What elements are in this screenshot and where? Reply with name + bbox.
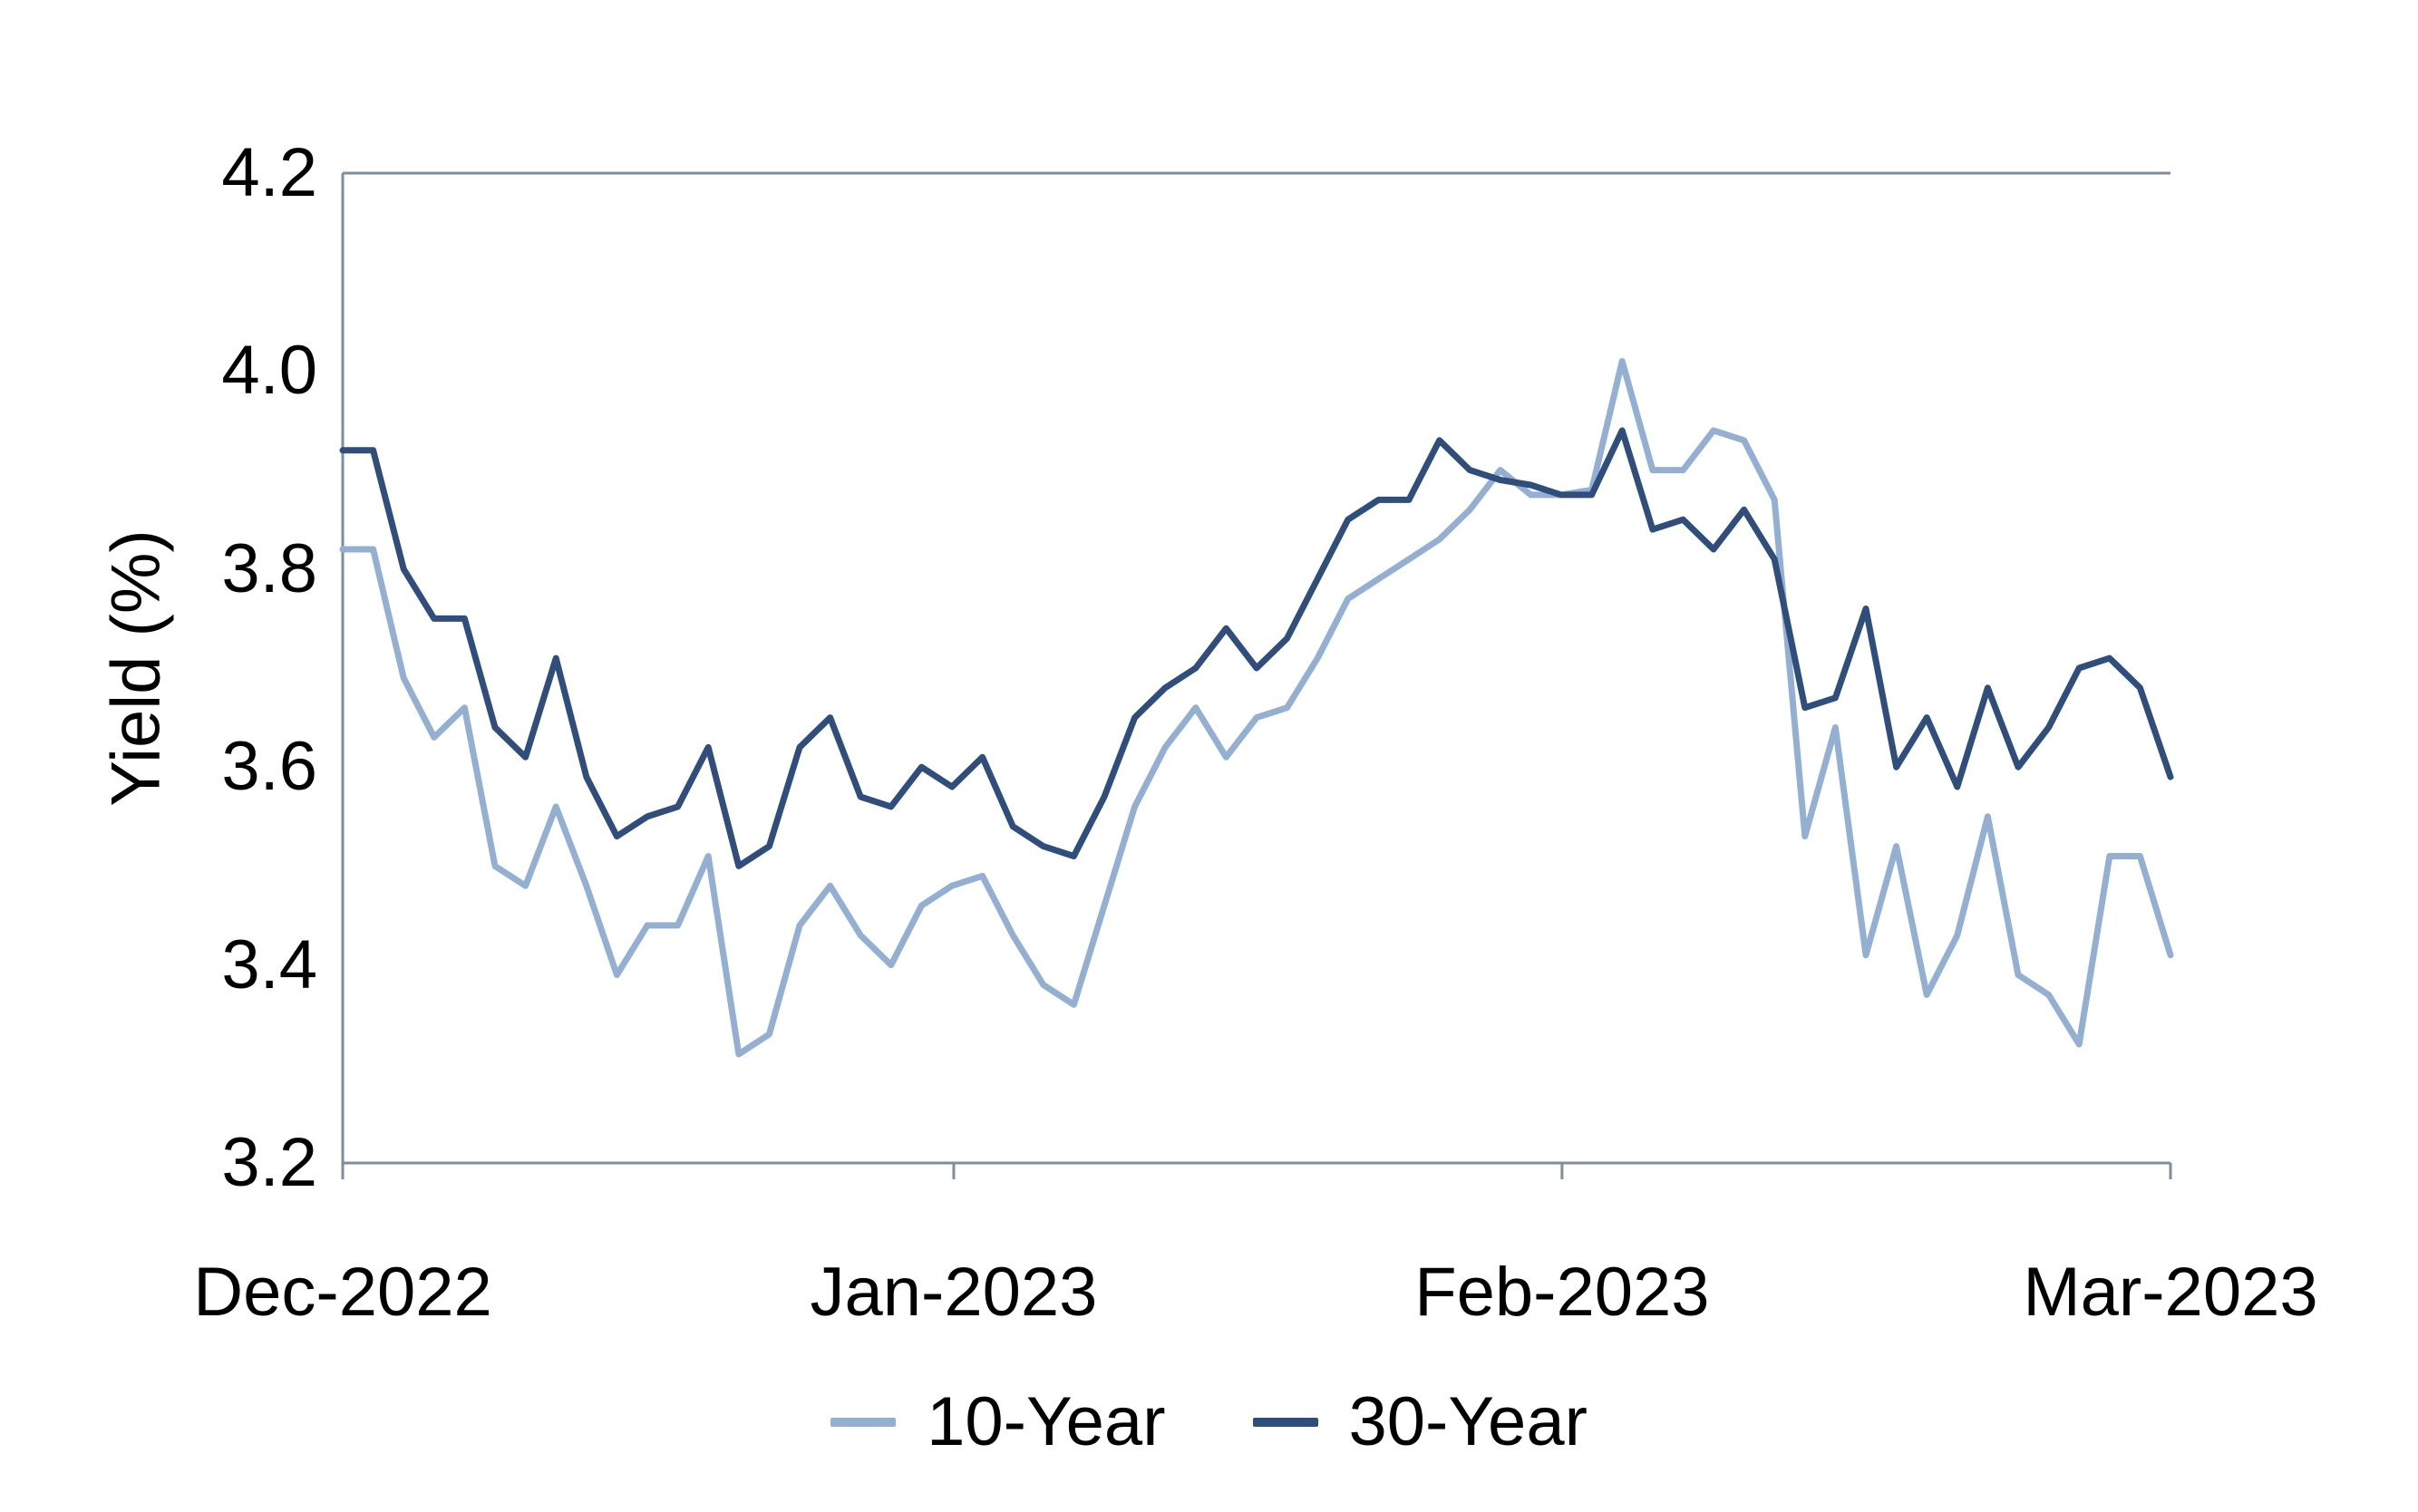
legend-label-30-year: 30-Year	[1348, 1383, 1588, 1460]
series-line-10-year	[339, 358, 2174, 1058]
x-tick-label: Dec-2022	[193, 1254, 492, 1331]
x-tick-label: Jan-2023	[810, 1254, 1098, 1331]
legend-swatch-30-year-icon	[1252, 1418, 1318, 1427]
x-tick-label: Feb-2023	[1414, 1254, 1710, 1331]
legend-item-10-year: 10-Year	[830, 1381, 1166, 1463]
y-tick-label: 3.6	[221, 728, 317, 806]
legend-label-10-year: 10-Year	[927, 1383, 1166, 1460]
y-axis-title: Yield (%)	[97, 529, 175, 807]
y-tick-label: 4.0	[221, 332, 317, 410]
y-tick-label: 3.2	[221, 1124, 317, 1201]
legend: 10-Year 30-Year	[0, 1381, 2418, 1463]
legend-swatch-10-year-icon	[830, 1418, 897, 1427]
y-tick-label: 3.4	[221, 926, 317, 1003]
series-line-30-year	[339, 427, 2174, 869]
x-tick-label: Mar-2023	[2023, 1254, 2318, 1331]
y-tick-label: 3.8	[221, 529, 317, 607]
y-tick-label: 4.2	[221, 134, 317, 211]
legend-item-30-year: 30-Year	[1252, 1381, 1588, 1463]
